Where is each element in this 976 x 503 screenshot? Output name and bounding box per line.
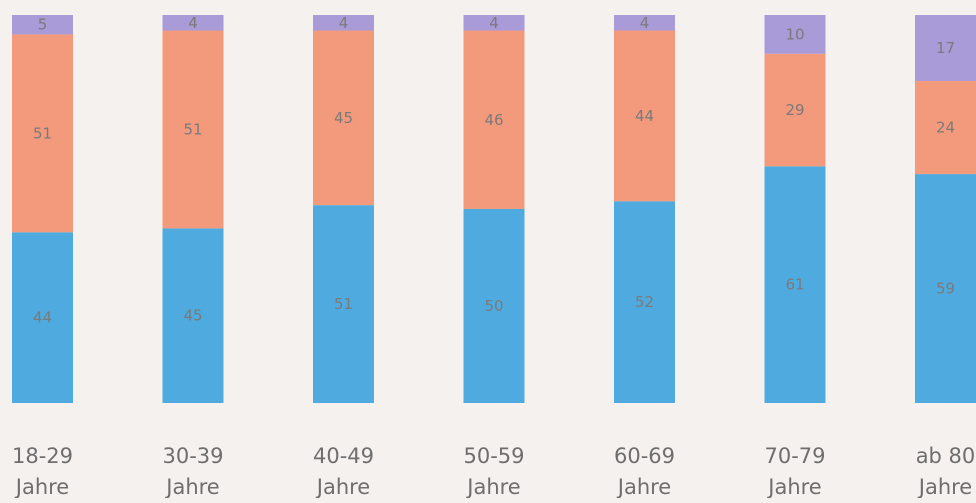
- bar-segment-5-2: [764, 15, 826, 54]
- data-label-4-0: 52: [635, 293, 654, 311]
- category-label-2-line-1: Jahre: [315, 475, 370, 498]
- bar-segment-6-1: [915, 80, 976, 175]
- category-label-6-line-0: ab 80: [916, 444, 976, 468]
- bar-segment-4-2: [614, 15, 675, 31]
- bar-segment-3-0: [463, 209, 525, 403]
- data-label-2-0: 51: [334, 295, 353, 313]
- data-label-1-1: 51: [183, 120, 202, 138]
- data-label-6-0: 59: [936, 280, 955, 298]
- bar-segment-2-2: [313, 15, 374, 31]
- category-label-0-line-1: Jahre: [14, 475, 69, 498]
- category-label-6-line-1: Jahre: [917, 475, 972, 498]
- bar-segment-1-0: [162, 228, 224, 403]
- data-label-5-1: 29: [785, 101, 804, 119]
- bar-segment-2-1: [313, 30, 374, 206]
- data-label-3-2: 4: [489, 14, 499, 32]
- data-label-1-0: 45: [183, 307, 202, 325]
- bar-segment-1-2: [162, 15, 224, 31]
- bar-segment-5-1: [764, 53, 826, 167]
- data-label-5-2: 10: [785, 25, 804, 43]
- bar-segment-4-0: [614, 201, 675, 403]
- data-label-1-2: 4: [188, 14, 198, 32]
- bar-segment-6-0: [915, 174, 976, 403]
- bar-segment-3-2: [463, 15, 525, 31]
- bar-segment-2-0: [313, 205, 374, 403]
- data-label-6-2: 17: [936, 39, 955, 57]
- category-label-3-line-0: 50-59: [463, 444, 524, 468]
- bar-segment-5-0: [764, 166, 826, 403]
- data-label-4-2: 4: [640, 14, 650, 32]
- bar-segment-0-1: [12, 34, 73, 233]
- bar-segment-4-1: [614, 30, 675, 202]
- category-label-2-line-0: 40-49: [313, 444, 374, 468]
- category-label-1-line-1: Jahre: [164, 475, 219, 498]
- data-label-2-2: 4: [339, 14, 349, 32]
- category-label-1-line-0: 30-39: [162, 444, 223, 468]
- data-label-4-1: 44: [635, 107, 654, 125]
- data-label-3-0: 50: [484, 297, 503, 315]
- category-labels-group: 18-29 Jahre 30-39 Jahre 40-49 Jahre 50-59 Jahre…: [12, 444, 976, 499]
- data-label-0-1: 51: [33, 124, 52, 142]
- category-label-5-line-1: Jahre: [766, 475, 821, 498]
- data-label-5-0: 61: [785, 276, 804, 294]
- category-label-4-line-0: 60-69: [614, 444, 675, 468]
- data-label-6-1: 24: [936, 119, 955, 137]
- bar-segment-3-1: [463, 30, 525, 209]
- data-label-2-1: 45: [334, 109, 353, 127]
- bar-segment-0-0: [12, 232, 73, 403]
- bar-segment-1-1: [162, 30, 224, 229]
- category-label-5-line-0: 70-79: [764, 444, 825, 468]
- category-label-3-line-1: Jahre: [465, 475, 520, 498]
- data-label-3-1: 46: [484, 111, 503, 129]
- category-label-4-line-1: Jahre: [616, 475, 671, 498]
- category-label-0-line-0: 18-29: [12, 444, 73, 468]
- bar-segment-0-2: [12, 15, 73, 35]
- data-label-0-2: 5: [38, 16, 48, 34]
- data-label-0-0: 44: [33, 309, 52, 327]
- bar-segment-6-2: [915, 15, 976, 81]
